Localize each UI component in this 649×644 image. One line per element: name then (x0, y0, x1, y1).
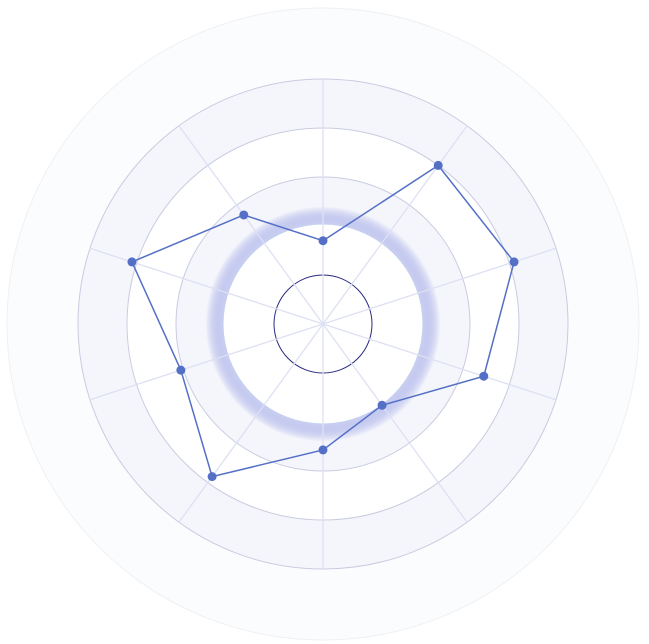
axis-spoke-4 (322, 323, 557, 401)
data-point-6 (318, 445, 328, 455)
data-point-7 (207, 472, 217, 482)
data-point-10 (239, 210, 249, 220)
data-point-2 (433, 160, 443, 170)
axis-spoke-2 (322, 125, 468, 325)
data-point-8 (176, 365, 186, 375)
radar-series (127, 160, 519, 482)
data-point-4 (479, 371, 489, 381)
axis-spoke-7 (178, 323, 324, 523)
data-point-5 (377, 400, 387, 410)
axis-spoke-10 (178, 125, 324, 325)
axis-spoke-5 (322, 323, 468, 523)
data-point-9 (127, 257, 137, 267)
data-point-3 (509, 257, 519, 267)
axis-spoke-8 (89, 323, 324, 401)
data-point-1 (318, 236, 328, 246)
